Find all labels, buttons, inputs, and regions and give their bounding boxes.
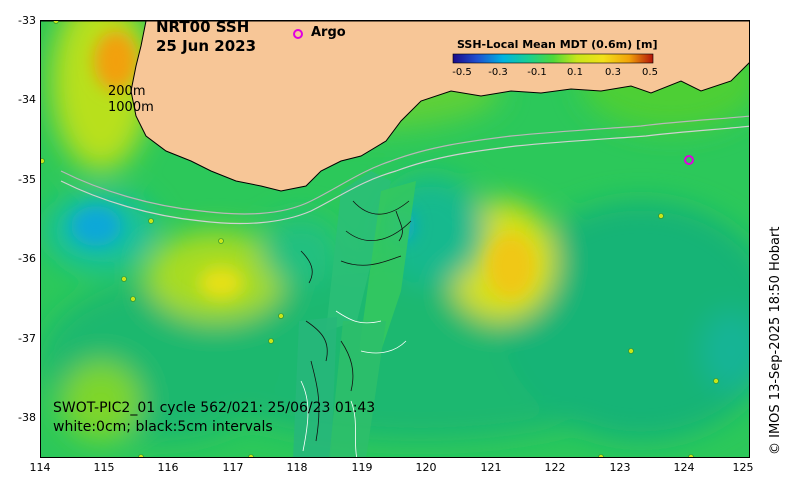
lat-tick: -34 bbox=[18, 93, 36, 106]
lon-tick: 122 bbox=[544, 461, 566, 474]
lat-tick: -36 bbox=[18, 252, 36, 265]
isobath-1000m bbox=[60, 125, 749, 225]
lon-tick: 125 bbox=[732, 461, 754, 474]
swath-note-line2: white:0cm; black:5cm intervals bbox=[53, 419, 273, 435]
swath-note-line1: SWOT-PIC2_01 cycle 562/021: 25/06/23 01:… bbox=[53, 400, 376, 416]
lon-tick: 124 bbox=[673, 461, 695, 474]
isobath-200-label: 200m bbox=[108, 84, 146, 99]
swot-swath bbox=[293, 171, 416, 457]
lon-tick: 114 bbox=[29, 461, 51, 474]
lat-tick: -37 bbox=[18, 332, 36, 345]
colorbar-tick: 0.1 bbox=[567, 67, 583, 78]
lon-tick: 120 bbox=[415, 461, 437, 474]
product-title: NRT00 SSH bbox=[156, 18, 250, 36]
colorbar-tick: 0.3 bbox=[605, 67, 621, 78]
ssh-extremes bbox=[71, 31, 535, 299]
australia-land bbox=[41, 21, 749, 192]
lat-tick: -38 bbox=[18, 411, 36, 424]
colorbar-tick: -0.3 bbox=[488, 67, 508, 78]
lat-tick: -35 bbox=[18, 173, 36, 186]
colorbar bbox=[452, 53, 654, 64]
colorbar-tick: -0.5 bbox=[452, 67, 472, 78]
lon-tick: 117 bbox=[222, 461, 244, 474]
lon-tick: 118 bbox=[286, 461, 308, 474]
colorbar-title: SSH-Local Mean MDT (0.6m) [m] bbox=[457, 38, 658, 51]
argo-legend-marker bbox=[293, 29, 303, 39]
lon-tick: 116 bbox=[157, 461, 179, 474]
lon-tick: 115 bbox=[93, 461, 115, 474]
lon-tick: 121 bbox=[480, 461, 502, 474]
isobath-1000-label: 1000m bbox=[108, 100, 154, 115]
imos-credit: © IMOS 13-Sep-2025 18:50 Hobart bbox=[768, 226, 783, 455]
argo-legend-label: Argo bbox=[311, 25, 346, 40]
date-title: 25 Jun 2023 bbox=[156, 37, 257, 55]
float-dots bbox=[41, 21, 719, 457]
map-panel bbox=[40, 20, 750, 458]
isobath-200m bbox=[60, 115, 749, 215]
argo-float-marker bbox=[684, 155, 694, 165]
lon-tick: 119 bbox=[351, 461, 373, 474]
lat-tick: -33 bbox=[18, 14, 36, 27]
lon-tick: 123 bbox=[609, 461, 631, 474]
ssh-field bbox=[41, 21, 749, 457]
colorbar-tick: -0.1 bbox=[527, 67, 547, 78]
colorbar-tick: 0.5 bbox=[642, 67, 658, 78]
